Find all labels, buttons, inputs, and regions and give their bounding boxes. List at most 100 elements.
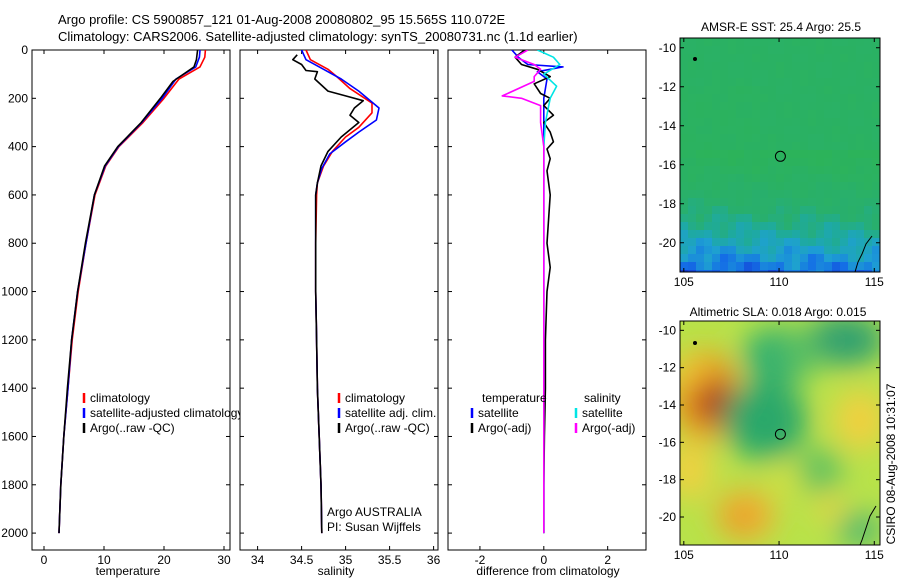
- sst-cell: [688, 126, 696, 134]
- y-tick-label: -10: [659, 323, 677, 337]
- y-tick-label: -20: [659, 510, 677, 524]
- sst-cell: [680, 262, 688, 270]
- sst-cell: [704, 214, 712, 222]
- sst-cell: [752, 238, 760, 246]
- sst-cell: [728, 238, 736, 246]
- y-tick-label: 1600: [1, 429, 28, 443]
- y-tick-label: -12: [659, 361, 677, 375]
- sst-cell: [688, 142, 696, 150]
- sst-cell: [824, 262, 832, 270]
- sst-cell: [784, 126, 792, 134]
- sst-cell: [848, 190, 856, 198]
- sst-cell: [824, 62, 832, 70]
- sst-cell: [704, 262, 712, 270]
- sst-cell: [760, 86, 768, 94]
- sst-cell: [784, 110, 792, 118]
- sst-cell: [680, 206, 688, 214]
- sst-cell: [864, 214, 872, 222]
- sst-cell: [856, 166, 864, 174]
- temperature-panel: 0 200 400 600 800 1000 1200 1400 1600 1800 2000 0 1…: [1, 43, 243, 578]
- sst-cell: [744, 230, 752, 238]
- sst-cell: [856, 198, 864, 206]
- sst-cell: [792, 262, 800, 270]
- temperature-series: [58, 50, 207, 534]
- sst-cell: [736, 166, 744, 174]
- sst-cell: [808, 214, 816, 222]
- sst-cell: [768, 38, 776, 46]
- sst-cell: [712, 70, 720, 78]
- sst-cell: [680, 62, 688, 70]
- sst-cell: [744, 150, 752, 158]
- sst-cell: [824, 110, 832, 118]
- sst-cell: [744, 62, 752, 70]
- sst-cell: [872, 254, 880, 262]
- sst-cell: [776, 166, 784, 174]
- sst-cell: [696, 238, 704, 246]
- sst-cell: [808, 54, 816, 62]
- x-tick-label: -2: [475, 553, 486, 567]
- sst-cell: [704, 254, 712, 262]
- sst-cell: [680, 142, 688, 150]
- sst-cell: [864, 38, 872, 46]
- sst-cell: [736, 110, 744, 118]
- y-tick-label: -14: [659, 398, 677, 412]
- sst-cell: [760, 238, 768, 246]
- sla-anomaly-patch: [838, 512, 880, 545]
- sst-cell: [864, 78, 872, 86]
- sst-cell: [728, 270, 736, 272]
- sst-cell: [744, 126, 752, 134]
- sst-cell: [792, 150, 800, 158]
- sst-cell: [680, 190, 688, 198]
- sst-cell: [768, 174, 776, 182]
- sst-cell: [744, 222, 752, 230]
- sst-cell: [816, 270, 824, 272]
- sst-cell: [816, 62, 824, 70]
- sst-cell: [840, 270, 848, 272]
- sst-cell: [872, 246, 880, 254]
- sst-cell: [704, 198, 712, 206]
- sst-cell: [800, 110, 808, 118]
- legend-label: satellite-adjusted climatology: [90, 406, 243, 420]
- sst-cell: [872, 238, 880, 246]
- sst-cell: [864, 222, 872, 230]
- temperature-axis-label: temperature: [96, 564, 161, 578]
- difference-legend: temperaturesatelliteArgo(-adj)salinitysa…: [470, 391, 635, 435]
- sst-cell: [816, 254, 824, 262]
- sst-cell: [680, 86, 688, 94]
- sst-cell: [776, 214, 784, 222]
- sst-cell: [728, 118, 736, 126]
- sst-cell: [728, 158, 736, 166]
- sst-cell: [848, 70, 856, 78]
- sst-cell: [840, 254, 848, 262]
- sst-cell: [768, 54, 776, 62]
- sst-cell: [864, 198, 872, 206]
- sst-cell: [872, 110, 880, 118]
- sst-cell: [832, 126, 840, 134]
- sst-cell: [776, 46, 784, 54]
- sst-cell: [752, 142, 760, 150]
- sla-map-frame: [679, 320, 881, 546]
- sst-cell: [856, 238, 864, 246]
- sst-cell: [728, 254, 736, 262]
- sst-cell: [792, 238, 800, 246]
- sst-cell: [848, 222, 856, 230]
- sst-cell: [872, 46, 880, 54]
- sst-cell: [824, 254, 832, 262]
- sst-cell: [832, 150, 840, 158]
- sst-cell: [816, 110, 824, 118]
- sst-cell: [864, 126, 872, 134]
- sst-cell: [696, 214, 704, 222]
- sst-cell: [856, 182, 864, 190]
- sst-cell: [848, 270, 856, 272]
- x-tick-label: 34.5: [290, 553, 314, 567]
- sst-cell: [816, 230, 824, 238]
- sst-cell: [752, 62, 760, 70]
- sst-cell: [680, 110, 688, 118]
- sla-anomaly-patch: [834, 390, 880, 450]
- sst-cell: [856, 206, 864, 214]
- sst-cell: [760, 166, 768, 174]
- sst-cell: [720, 78, 728, 86]
- sst-cell: [736, 198, 744, 206]
- sst-cell: [808, 102, 816, 110]
- difference-axis-label: difference from climatology: [476, 564, 619, 578]
